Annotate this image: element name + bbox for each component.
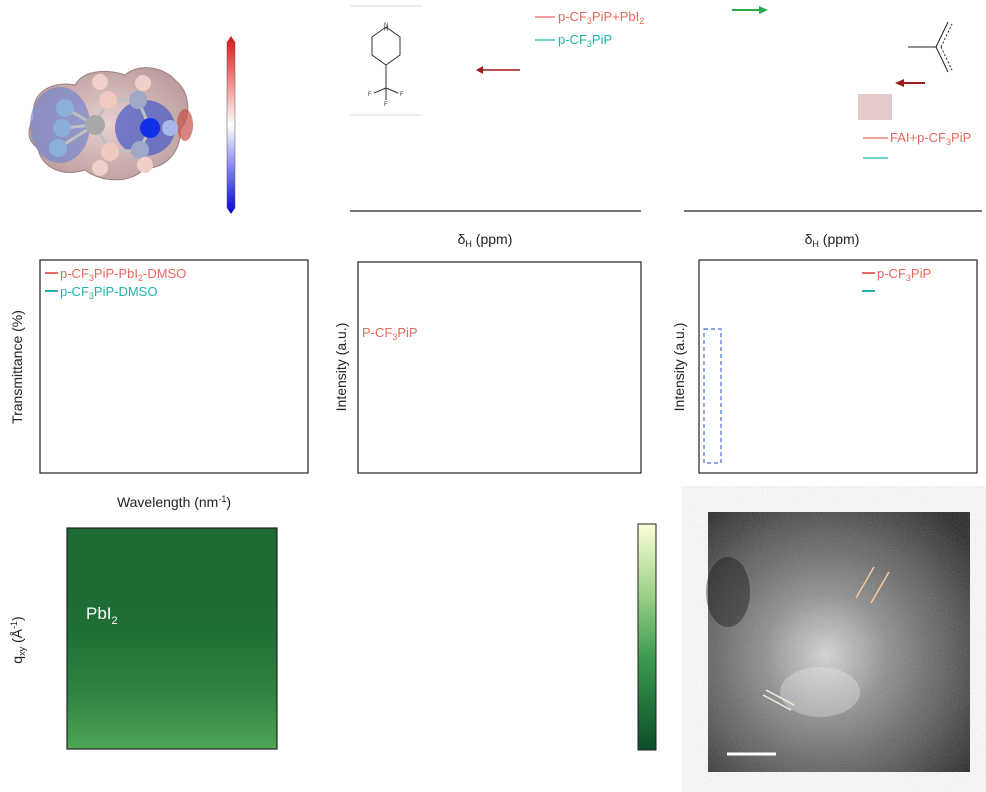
x-axis-label: δH (ppm) bbox=[805, 231, 860, 249]
legend-c: FAI+p-CF3PiP bbox=[863, 130, 971, 159]
esp-molecule bbox=[28, 67, 193, 181]
legend-label: p-CF3PiP bbox=[558, 32, 612, 49]
panel-c: FAI+p-CF3PiP δH (ppm) bbox=[684, 6, 982, 249]
panel-e: P-CF3PiP Intensity (a.u.) bbox=[333, 261, 642, 474]
x-axis-label: δH (ppm) bbox=[458, 231, 513, 249]
band-label-pbi2: PbI2 bbox=[86, 604, 118, 627]
svg-text:F: F bbox=[384, 102, 388, 108]
series-label: P-CF3PiP bbox=[362, 325, 418, 342]
panel-d: p-CF3PiP-PbI2-DMSO p-CF3PiP-DMSO Transmi… bbox=[9, 259, 309, 510]
legend-label: FAI+p-CF3PiP bbox=[890, 130, 971, 147]
panel-b: HN F F F p-CF3PiP+PbI2 p-CF3PiP δH (ppm) bbox=[350, 5, 644, 249]
panel-g: PbI2 qxy (Å-1) bbox=[9, 523, 657, 751]
legend-label: p-CF3PiP+PbI2 bbox=[558, 9, 644, 26]
y-axis-label: Intensity (a.u.) bbox=[671, 323, 687, 412]
highlight-box bbox=[703, 328, 722, 464]
structure-piperidine bbox=[350, 5, 422, 116]
legend-d: p-CF3PiP-PbI2-DMSO p-CF3PiP-DMSO bbox=[45, 266, 186, 301]
legend-label: p-CF3PiP-PbI2-DMSO bbox=[60, 266, 186, 283]
legend-b: p-CF3PiP+PbI2 p-CF3PiP bbox=[535, 9, 644, 49]
x-axis-label: Wavelength (nm-1) bbox=[117, 494, 231, 510]
y-axis-label: Intensity (a.u.) bbox=[333, 323, 349, 412]
legend-label: p-CF3PiP-DMSO bbox=[60, 284, 157, 301]
svg-text:H: H bbox=[384, 27, 388, 33]
panel-f: p-CF3PiP Intensity (a.u.) bbox=[671, 259, 978, 474]
panel-h bbox=[706, 512, 970, 772]
colorbar bbox=[226, 41, 236, 209]
svg-text:F: F bbox=[368, 92, 372, 98]
legend-f: p-CF3PiP bbox=[862, 266, 931, 292]
svg-text:N: N bbox=[384, 23, 388, 29]
legend-label: p-CF3PiP bbox=[877, 266, 931, 283]
structure-formamidinium bbox=[908, 21, 953, 73]
heatmap-area bbox=[67, 528, 277, 749]
y-axis-label: Transmittance (%) bbox=[9, 310, 25, 424]
panel-a bbox=[28, 36, 236, 214]
svg-text:F: F bbox=[400, 92, 404, 98]
y-axis-label: qxy (Å-1) bbox=[9, 616, 27, 663]
colorbar-g bbox=[637, 523, 657, 751]
